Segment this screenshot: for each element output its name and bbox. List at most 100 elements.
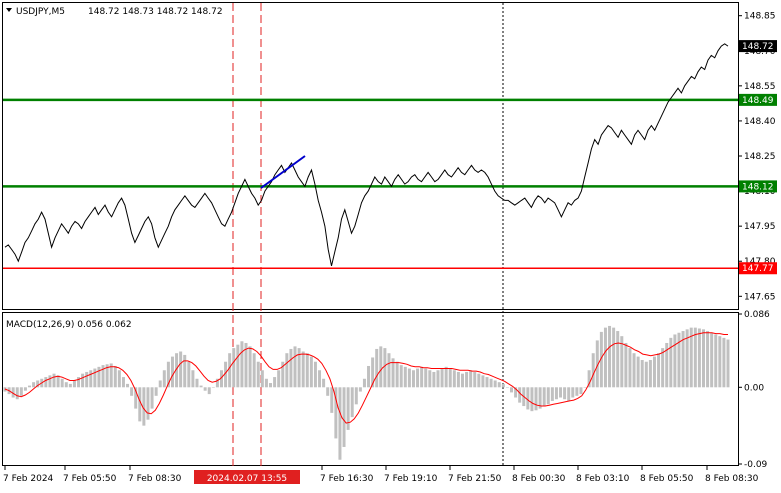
dropdown-triangle-icon[interactable] xyxy=(6,8,12,12)
macd-bar xyxy=(11,387,15,398)
macd-bar xyxy=(236,344,240,388)
macd-bar xyxy=(424,368,428,388)
macd-bar xyxy=(179,351,183,388)
macd-label: MACD(12,26,9) 0.056 0.062 xyxy=(6,320,132,330)
macd-bar xyxy=(273,377,277,388)
macd-bar xyxy=(591,353,595,388)
macd-bar xyxy=(36,380,40,388)
macd-signal-layer xyxy=(4,332,728,424)
macd-bar xyxy=(154,387,158,396)
macd-bar xyxy=(166,361,170,388)
macd-bar xyxy=(158,380,162,388)
macd-bar xyxy=(608,325,612,388)
macd-bar xyxy=(146,387,150,420)
macd-bar xyxy=(428,370,432,388)
time-tick-label: 7 Feb 05:50 xyxy=(63,474,117,484)
macd-bar xyxy=(354,387,358,405)
macd-bar xyxy=(416,368,420,388)
macd-bar xyxy=(362,378,366,388)
macd-bar xyxy=(117,370,121,388)
macd-bar xyxy=(211,387,215,388)
macd-bar xyxy=(269,383,273,388)
macd-bar xyxy=(632,353,636,388)
macd-bar xyxy=(661,348,665,388)
macd-bar xyxy=(460,373,464,388)
macd-bar xyxy=(113,365,117,388)
macd-bar xyxy=(648,360,652,388)
macd-bar xyxy=(493,380,497,388)
macd-bar xyxy=(322,378,326,388)
vertical-lines xyxy=(232,3,504,466)
macd-bar xyxy=(530,387,534,412)
time-highlight: 2024.02.07 13:55 xyxy=(194,470,300,484)
macd-bar xyxy=(301,351,305,388)
macd-bar xyxy=(228,353,232,388)
price-tick-label: 148.85 xyxy=(744,12,776,22)
macd-bar xyxy=(620,336,624,388)
macd-bar xyxy=(399,365,403,388)
macd-bar xyxy=(23,387,27,391)
macd-bar xyxy=(334,387,338,439)
macd-axis: 0.086 0.00 -0.09 xyxy=(738,310,770,470)
macd-bar xyxy=(665,342,669,388)
macd-bar xyxy=(77,377,81,388)
level-lines[interactable]: 148.49 148.12 147.77 148.72 xyxy=(3,40,777,275)
macd-bar xyxy=(358,387,362,392)
price-layer xyxy=(4,43,729,267)
macd-bar xyxy=(612,327,616,388)
trendline[interactable] xyxy=(260,155,306,189)
macd-bar xyxy=(550,387,554,401)
time-tick-label: 8 Feb 08:30 xyxy=(705,474,759,484)
macd-bar xyxy=(571,387,575,398)
macd-bar xyxy=(501,383,505,388)
time-tick-label: 7 Feb 08:30 xyxy=(128,474,182,484)
macd-bar xyxy=(469,370,473,388)
macd-bar xyxy=(677,332,681,388)
macd-bar xyxy=(56,375,60,388)
macd-bar xyxy=(379,346,383,388)
macd-bar xyxy=(199,385,203,388)
macd-bar xyxy=(52,373,56,388)
price-tick-label: 148.40 xyxy=(744,117,776,127)
macd-bar xyxy=(248,346,252,388)
macd-bar xyxy=(595,340,599,388)
macd-bar xyxy=(652,356,656,388)
macd-bar xyxy=(130,387,134,396)
price-tick-label: 147.95 xyxy=(744,222,776,232)
macd-bar xyxy=(256,361,260,388)
macd-bar xyxy=(240,341,244,388)
level-tag xyxy=(739,262,777,275)
macd-bar xyxy=(689,327,693,388)
macd-bar xyxy=(440,368,444,388)
macd-bar xyxy=(644,361,648,388)
level-tag xyxy=(739,93,777,106)
macd-bar xyxy=(387,353,391,388)
macd-bar xyxy=(32,382,36,388)
price-tick-label: 147.80 xyxy=(744,257,776,267)
price-line xyxy=(4,43,729,267)
macd-bar xyxy=(636,356,640,388)
macd-histogram xyxy=(3,325,730,460)
macd-bar xyxy=(693,327,697,388)
time-tick-label: 7 Feb 16:30 xyxy=(320,474,374,484)
macd-bar xyxy=(681,331,685,388)
price-tick-label: 148.25 xyxy=(744,152,776,162)
macd-bar xyxy=(546,387,550,405)
macd-bar xyxy=(183,354,187,388)
price-axis: 148.85148.70148.55148.40148.25148.10147.… xyxy=(738,12,776,302)
macd-bar xyxy=(97,366,101,388)
macd-bar xyxy=(395,361,399,388)
macd-bar xyxy=(109,363,113,388)
macd-bar xyxy=(481,375,485,388)
macd-signal-line xyxy=(4,332,728,424)
time-tick-label: 7 Feb 2024 xyxy=(3,474,54,484)
macd-bar xyxy=(191,370,195,388)
price-pane-frame xyxy=(2,2,739,310)
macd-bar xyxy=(44,377,48,388)
macd-bar xyxy=(534,387,538,411)
macd-bar xyxy=(714,334,718,388)
macd-bar xyxy=(411,370,415,388)
time-tick-label: 8 Feb 00:30 xyxy=(512,474,566,484)
